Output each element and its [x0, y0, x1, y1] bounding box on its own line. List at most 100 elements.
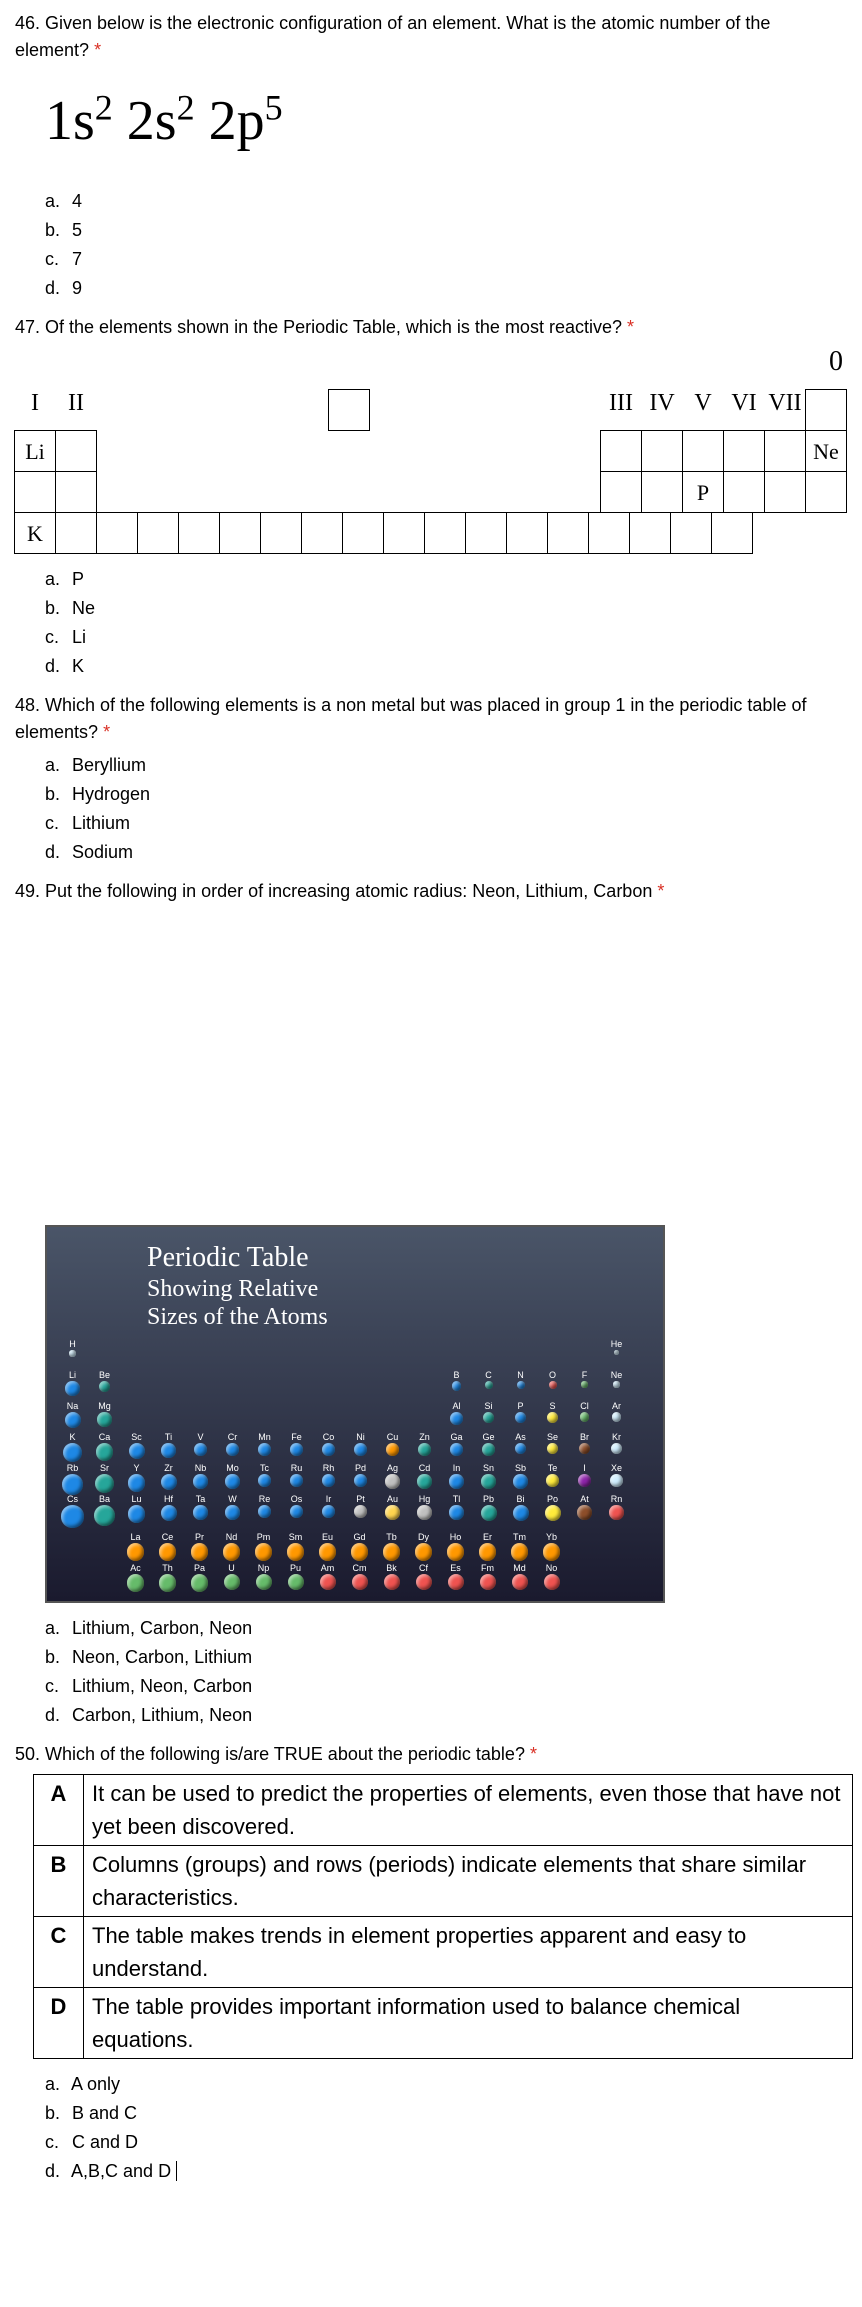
- cell-Ne: Ne: [805, 430, 847, 472]
- element-Br: Br: [569, 1431, 600, 1461]
- element-Ce: Ce: [152, 1531, 183, 1561]
- element-Lu: Lu: [121, 1493, 152, 1523]
- element-Pd: Pd: [345, 1462, 376, 1492]
- element-Sb: Sb: [505, 1462, 536, 1492]
- element-Ho: Ho: [440, 1531, 471, 1561]
- element-Fm: Fm: [472, 1562, 503, 1592]
- q47-opt-d[interactable]: d. K: [45, 653, 847, 680]
- question-50: 50. Which of the following is/are TRUE a…: [15, 1741, 847, 2185]
- q49-text: 49. Put the following in order of increa…: [15, 878, 847, 905]
- q46-opt-c[interactable]: c. 7: [45, 246, 847, 273]
- element-Ru: Ru: [281, 1462, 312, 1492]
- element-Ta: Ta: [185, 1493, 216, 1523]
- q49-options: a. Lithium, Carbon, Neon b. Neon, Carbon…: [45, 1615, 847, 1729]
- element-Kr: Kr: [601, 1431, 632, 1461]
- q50-opt-b[interactable]: b. B and C: [45, 2100, 847, 2127]
- row-letter: D: [34, 1988, 84, 2059]
- row-letter: C: [34, 1917, 84, 1988]
- required-star: *: [94, 40, 101, 60]
- row-text: Columns (groups) and rows (periods) indi…: [84, 1846, 853, 1917]
- question-46: 46. Given below is the electronic config…: [15, 10, 847, 302]
- element-Cu: Cu: [377, 1431, 408, 1461]
- group-III: III: [600, 389, 642, 417]
- q49-opt-a[interactable]: a. Lithium, Carbon, Neon: [45, 1615, 847, 1642]
- q50-opt-a[interactable]: a. A only: [45, 2071, 847, 2098]
- table-row: CThe table makes trends in element prope…: [34, 1917, 853, 1988]
- element-Nd: Nd: [216, 1531, 247, 1561]
- element-No: No: [536, 1562, 567, 1592]
- element-Pr: Pr: [184, 1531, 215, 1561]
- q46-opt-d[interactable]: d. 9: [45, 275, 847, 302]
- q50-opt-c[interactable]: c. C and D: [45, 2129, 847, 2156]
- q48-options: a. Beryllium b. Hydrogen c. Lithium d. S…: [45, 752, 847, 866]
- element-Po: Po: [537, 1493, 568, 1523]
- element-Tl: Tl: [441, 1493, 472, 1523]
- element-Er: Er: [472, 1531, 503, 1561]
- element-S: S: [537, 1400, 568, 1430]
- element-Bk: Bk: [376, 1562, 407, 1592]
- element-Rh: Rh: [313, 1462, 344, 1492]
- element-Pm: Pm: [248, 1531, 279, 1561]
- q48-opt-c[interactable]: c. Lithium: [45, 810, 847, 837]
- q50-opt-d[interactable]: d. A,B,C and D: [45, 2158, 847, 2185]
- element-Zn: Zn: [409, 1431, 440, 1461]
- element-Ga: Ga: [441, 1431, 472, 1461]
- element-Bi: Bi: [505, 1493, 536, 1523]
- q48-text: 48. Which of the following elements is a…: [15, 692, 847, 746]
- element-Fe: Fe: [281, 1431, 312, 1461]
- group-IV: IV: [641, 389, 683, 417]
- table-row: BColumns (groups) and rows (periods) ind…: [34, 1846, 853, 1917]
- element-Al: Al: [441, 1400, 472, 1430]
- q49-opt-b[interactable]: b. Neon, Carbon, Lithium: [45, 1644, 847, 1671]
- q48-opt-b[interactable]: b. Hydrogen: [45, 781, 847, 808]
- element-Os: Os: [281, 1493, 312, 1523]
- question-47: 47. Of the elements shown in the Periodi…: [15, 314, 847, 680]
- element-Si: Si: [473, 1400, 504, 1430]
- element-Li: Li: [57, 1369, 88, 1399]
- q46-options: a. 4 b. 5 c. 7 d. 9: [45, 188, 847, 302]
- q49-opt-c[interactable]: c. Lithium, Neon, Carbon: [45, 1673, 847, 1700]
- q46-text-span: 46. Given below is the electronic config…: [15, 13, 770, 60]
- q50-text: 50. Which of the following is/are TRUE a…: [15, 1741, 847, 1768]
- element-Hf: Hf: [153, 1493, 184, 1523]
- element-Ba: Ba: [89, 1493, 120, 1523]
- element-Zr: Zr: [153, 1462, 184, 1492]
- element-Hg: Hg: [409, 1493, 440, 1523]
- element-Ir: Ir: [313, 1493, 344, 1523]
- row-letter: B: [34, 1846, 84, 1917]
- q46-opt-a[interactable]: a. 4: [45, 188, 847, 215]
- q48-opt-d[interactable]: d. Sodium: [45, 839, 847, 866]
- q47-text: 47. Of the elements shown in the Periodi…: [15, 314, 847, 341]
- element-Th: Th: [152, 1562, 183, 1592]
- element-H: H: [57, 1338, 88, 1368]
- q47-opt-c[interactable]: c. Li: [45, 624, 847, 651]
- element-Xe: Xe: [601, 1462, 632, 1492]
- element-Yb: Yb: [536, 1531, 567, 1561]
- q47-opt-b[interactable]: b. Ne: [45, 595, 847, 622]
- element-Be: Be: [89, 1369, 120, 1399]
- q47-opt-a[interactable]: a. P: [45, 566, 847, 593]
- q49-opt-d[interactable]: d. Carbon, Lithium, Neon: [45, 1702, 847, 1729]
- element-Ag: Ag: [377, 1462, 408, 1492]
- element-He: He: [601, 1338, 632, 1368]
- q47-periodic-sketch: 0 I II III IV V VI VII Li Ne P: [15, 349, 847, 554]
- element-Am: Am: [312, 1562, 343, 1592]
- element-I: I: [569, 1462, 600, 1492]
- q46-opt-b[interactable]: b. 5: [45, 217, 847, 244]
- element-V: V: [185, 1431, 216, 1461]
- pt-main-grid: HHeLiBeBCNOFNeNaMgAlSiPSClArKCaScTiVCrMn…: [57, 1338, 653, 1523]
- table-row: DThe table provides important informatio…: [34, 1988, 853, 2059]
- q48-opt-a[interactable]: a. Beryllium: [45, 752, 847, 779]
- element-Mo: Mo: [217, 1462, 248, 1492]
- element-As: As: [505, 1431, 536, 1461]
- element-Cf: Cf: [408, 1562, 439, 1592]
- q46-formula: 1s2 2s2 2p5: [45, 79, 847, 163]
- element-Gd: Gd: [344, 1531, 375, 1561]
- table-row: AIt can be used to predict the propertie…: [34, 1775, 853, 1846]
- row-text: The table provides important information…: [84, 1988, 853, 2059]
- element-Ac: Ac: [120, 1562, 151, 1592]
- element-Sr: Sr: [89, 1462, 120, 1492]
- element-Pu: Pu: [280, 1562, 311, 1592]
- element-La: La: [120, 1531, 151, 1561]
- element-Co: Co: [313, 1431, 344, 1461]
